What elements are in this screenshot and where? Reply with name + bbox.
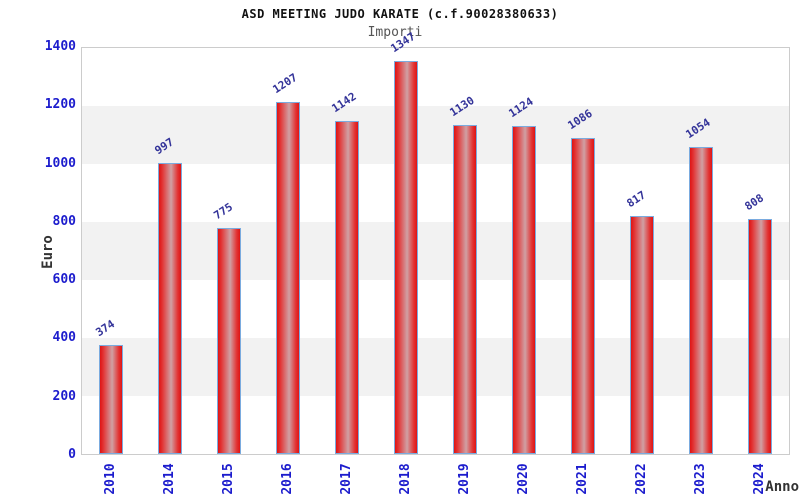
bar-2022 (630, 216, 654, 454)
y-tick-label: 400 (52, 330, 76, 346)
x-tick-label: 2017 (338, 463, 354, 495)
y-tick-label: 1400 (44, 39, 76, 54)
bar-2021 (571, 138, 595, 454)
x-tick-label: 2020 (516, 463, 532, 495)
bar-2017 (335, 121, 359, 454)
x-tick-label: 2023 (693, 463, 709, 495)
x-tick-label: 2021 (575, 463, 591, 495)
x-tick-label: 2024 (752, 463, 768, 495)
bar-2014 (158, 163, 182, 454)
x-tick-label: 2022 (634, 463, 650, 495)
x-tick-label: 2010 (102, 463, 118, 495)
y-tick-label: 1000 (44, 155, 76, 171)
plot-area (81, 47, 790, 455)
x-tick-label: 2019 (457, 463, 473, 495)
x-axis-label: Anno (765, 479, 799, 495)
bar-2018 (394, 61, 418, 454)
y-tick-label: 0 (68, 447, 76, 462)
bar-2016 (276, 102, 300, 454)
x-tick-label: 2015 (220, 463, 236, 495)
bar-2020 (512, 126, 536, 454)
y-tick-label: 600 (52, 272, 76, 288)
bar-2019 (453, 125, 477, 454)
bar-2010 (99, 345, 123, 454)
chart-subtitle: Importi (367, 25, 423, 40)
x-tick-label: 2014 (161, 463, 177, 495)
x-tick-label: 2018 (397, 463, 413, 495)
y-tick-label: 800 (52, 213, 76, 229)
y-tick-label: 200 (52, 388, 76, 404)
bar-2015 (217, 228, 241, 454)
chart-title: ASD MEETING JUDO KARATE (c.f.90028380633… (241, 7, 559, 21)
bar-2024 (748, 219, 772, 454)
bar-2023 (689, 147, 713, 454)
y-tick-label: 1200 (44, 97, 76, 113)
x-tick-label: 2016 (279, 463, 295, 495)
